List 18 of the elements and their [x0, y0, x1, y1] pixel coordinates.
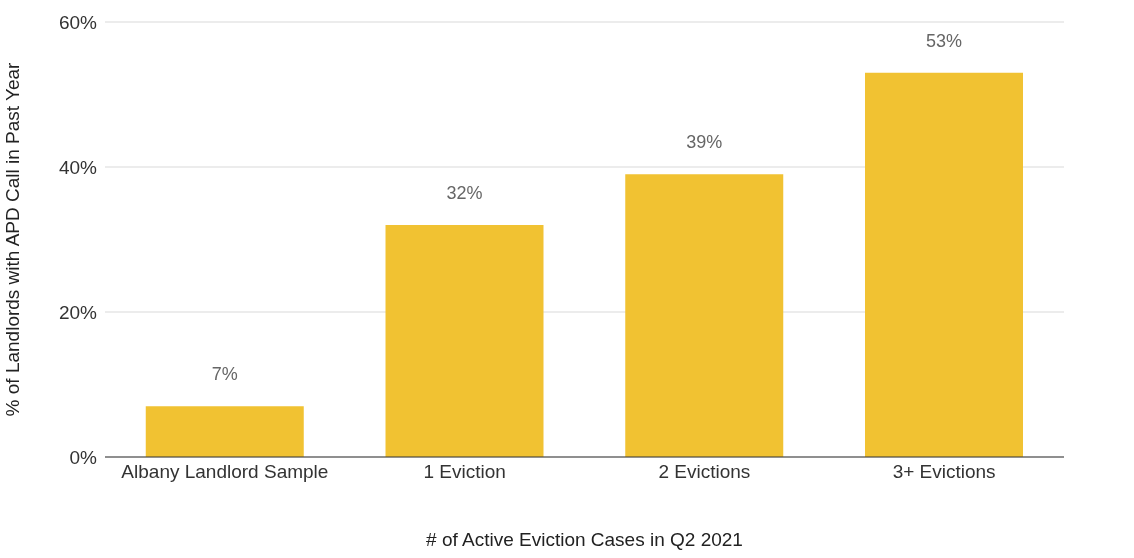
- y-tick-label: 20%: [58, 301, 98, 323]
- bar: [145, 406, 304, 457]
- x-tick-label: 3+ Evictions: [892, 461, 996, 483]
- y-tick-label: 0%: [69, 446, 98, 468]
- x-tick-label: Albany Landlord Sample: [121, 461, 329, 483]
- data-label: 7%: [211, 364, 238, 385]
- x-tick-label: 1 Eviction: [423, 461, 506, 483]
- x-axis-title: # of Active Eviction Cases in Q2 2021: [426, 529, 743, 550]
- data-label: 53%: [925, 30, 963, 51]
- bar: [625, 174, 784, 457]
- y-tick-label: 60%: [58, 11, 98, 33]
- x-tick-label: 2 Evictions: [658, 461, 751, 483]
- data-label: 32%: [446, 183, 483, 203]
- y-axis-title: % of Landlords with APD Call in Past Year: [1, 61, 23, 417]
- data-label: 39%: [686, 132, 723, 153]
- y-tick-label: 40%: [58, 156, 98, 178]
- bar: [385, 225, 544, 457]
- bar: [865, 72, 1024, 457]
